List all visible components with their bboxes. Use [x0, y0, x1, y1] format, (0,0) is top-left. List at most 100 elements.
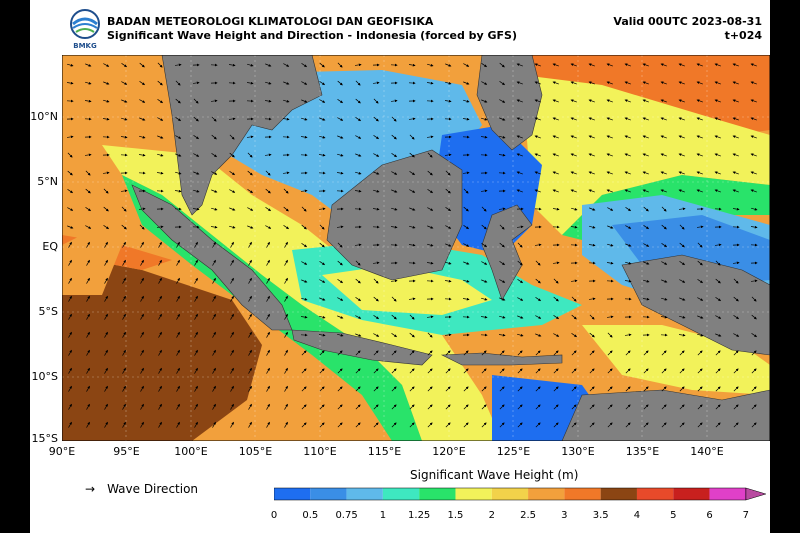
- wave-arrow: [625, 225, 632, 229]
- wave-arrow: [158, 385, 162, 392]
- wave-arrow: [230, 277, 234, 284]
- wave-arrow: [499, 81, 506, 86]
- colorbar-tick: 0.5: [302, 510, 319, 521]
- wave-arrow: [499, 279, 506, 283]
- wave-arrow: [499, 135, 506, 139]
- wave-arrow: [571, 386, 577, 392]
- wave-arrow: [750, 99, 757, 103]
- wave-arrow: [194, 349, 198, 356]
- wave-arrow: [732, 117, 739, 121]
- wave-arrow: [229, 189, 236, 193]
- wave-arrow: [86, 403, 90, 410]
- wave-arrow: [266, 385, 270, 392]
- wave-arrow: [643, 206, 649, 212]
- wave-arrow: [265, 225, 272, 229]
- wave-arrow: [122, 277, 126, 284]
- wave-arrow: [158, 331, 162, 338]
- wave-arrow: [122, 331, 126, 338]
- wave-arrow: [176, 331, 180, 338]
- wave-arrow: [140, 295, 144, 302]
- wave-arrow: [571, 296, 577, 302]
- wave-arrow: [535, 386, 541, 392]
- wave-arrow: [499, 261, 506, 266]
- colorbar-tick: 2: [488, 510, 495, 521]
- wave-arrow: [553, 386, 559, 392]
- wave-arrow: [266, 295, 270, 302]
- wave-arrow: [104, 295, 108, 302]
- wave-arrow: [427, 350, 433, 356]
- wave-arrow: [409, 386, 415, 392]
- wave-arrow: [427, 422, 433, 428]
- wave-arrow: [212, 367, 216, 374]
- wave-arrow: [140, 367, 144, 374]
- wave-arrow: [643, 261, 650, 265]
- wave-arrow: [570, 117, 577, 121]
- wave-arrow: [319, 261, 326, 266]
- wave-arrow: [553, 278, 559, 284]
- wave-arrow: [750, 189, 757, 193]
- wave-arrow: [571, 314, 577, 320]
- sumatra-land: [131, 184, 293, 331]
- wave-arrow: [301, 404, 307, 410]
- wave-arrow: [606, 315, 614, 319]
- wave-arrow: [230, 367, 234, 374]
- wave-arrow: [607, 207, 614, 211]
- wave-arrow: [643, 368, 649, 374]
- wave-arrow: [373, 296, 379, 302]
- colorbar: [274, 487, 767, 501]
- wave-arrow: [121, 63, 128, 68]
- latitude-label: EQ: [42, 240, 58, 253]
- wave-arrow: [499, 242, 505, 248]
- wave-arrow: [122, 241, 126, 248]
- longitude-label: 110°E: [303, 445, 337, 458]
- wave-arrow: [553, 368, 559, 374]
- wave-arrow: [121, 81, 128, 85]
- wave-arrow: [409, 134, 415, 140]
- wave-arrow: [462, 117, 470, 121]
- wave-arrow: [140, 241, 144, 248]
- wave-arrow: [624, 117, 631, 121]
- wave-arrow: [679, 422, 685, 428]
- wave-arrow: [229, 152, 235, 158]
- wave-arrow: [355, 98, 361, 104]
- colorbar-extension: [745, 487, 767, 501]
- wave-arrow: [138, 153, 146, 157]
- wave-arrow: [193, 98, 199, 104]
- wave-arrow: [158, 295, 162, 302]
- wave-arrow: [157, 62, 163, 68]
- wave-arrow: [194, 277, 198, 284]
- wave-arrow: [445, 350, 451, 356]
- wave-arrow: [230, 331, 234, 338]
- wave-arrow: [588, 117, 595, 121]
- wave-arrow: [607, 243, 614, 247]
- wave-arrow: [697, 315, 704, 319]
- wave-arrow: [409, 314, 415, 320]
- wave-arrow: [625, 243, 632, 247]
- wave-arrow: [642, 153, 649, 157]
- wave-arrow: [408, 297, 416, 301]
- wave-arrow: [68, 259, 72, 266]
- wave-arrow: [517, 315, 524, 319]
- wave-arrow: [194, 385, 198, 392]
- wave-arrow: [697, 260, 703, 266]
- wave-arrow: [553, 422, 559, 428]
- wave-arrow: [337, 117, 344, 121]
- wave-arrow: [337, 99, 344, 104]
- wave-arrow: [248, 385, 252, 392]
- product-title: Significant Wave Height and Direction - …: [107, 29, 518, 42]
- wave-arrow: [122, 349, 126, 356]
- wave-arrow: [284, 421, 288, 428]
- wave-direction-label: Wave Direction: [107, 482, 199, 496]
- wave-arrow: [86, 241, 90, 248]
- wave-arrow: [535, 333, 542, 337]
- longitude-label: 120°E: [432, 445, 466, 458]
- wave-arrow: [679, 315, 686, 319]
- wave-arrow: [624, 153, 631, 157]
- wave-arrow: [212, 385, 216, 392]
- wave-arrow: [212, 295, 216, 302]
- colorbar-title: Significant Wave Height (m): [410, 468, 579, 482]
- wave-arrow: [535, 260, 541, 266]
- wave-arrow: [230, 421, 234, 428]
- longitude-label: 100°E: [174, 445, 208, 458]
